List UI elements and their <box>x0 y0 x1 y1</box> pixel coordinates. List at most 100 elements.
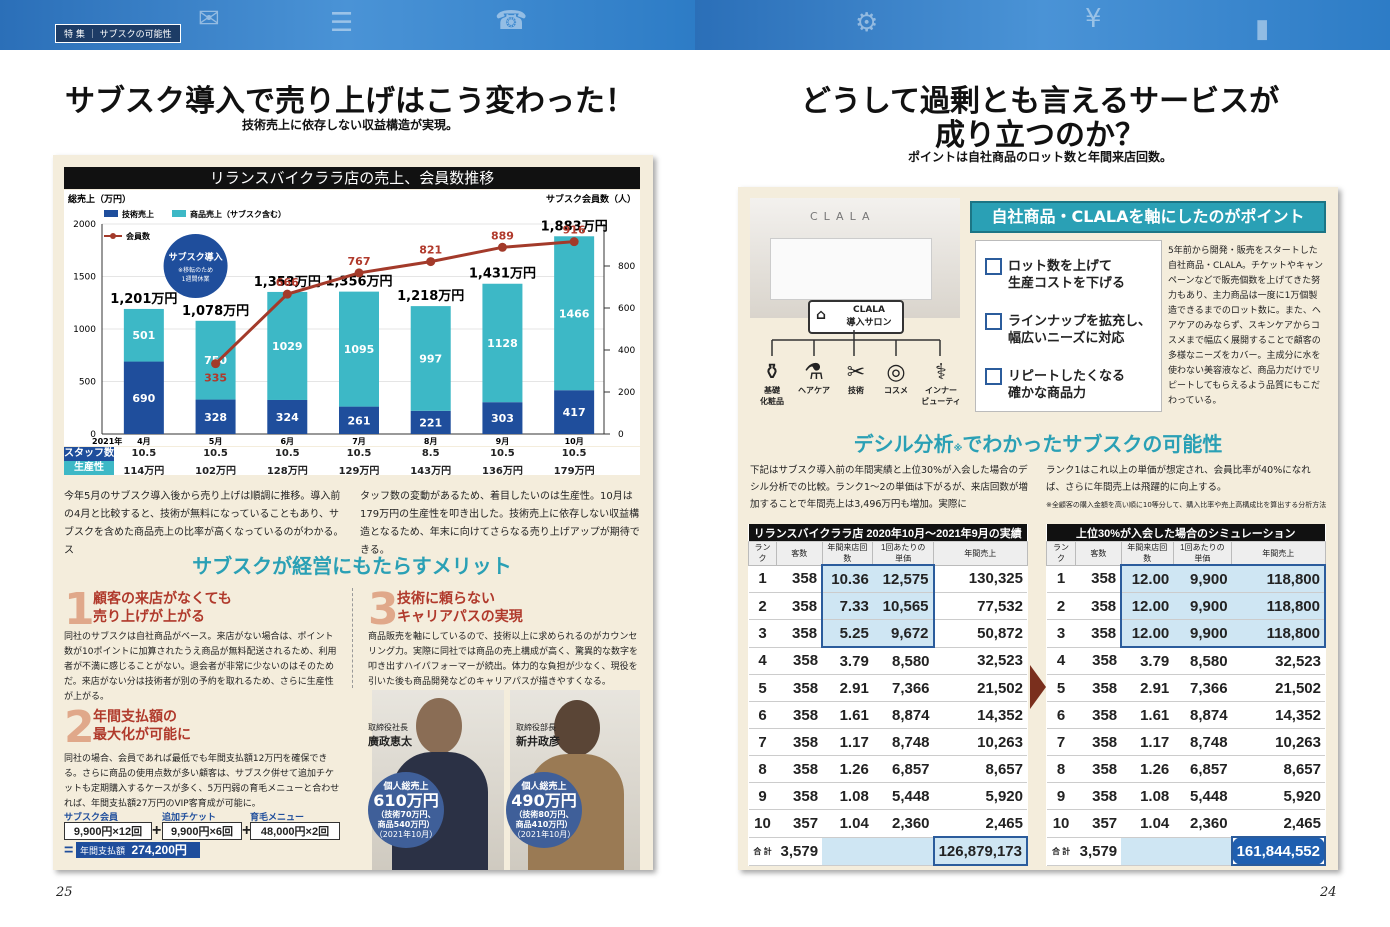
table-cell: 12.00 <box>1120 564 1174 593</box>
y-tick-label: 2000 <box>73 220 96 230</box>
merit-3-heading-line2: キャリアパスの実現 <box>397 609 523 625</box>
bubble-line-1: サブスク導入 <box>169 251 223 263</box>
table-cell: 14,352 <box>1231 701 1325 729</box>
table-cell: 357 <box>1075 809 1122 838</box>
y2-tick-label: 800 <box>618 262 635 272</box>
bar-tech <box>123 361 164 434</box>
y-tick-label: 0 <box>90 430 96 440</box>
table-cell: 358 <box>776 592 823 620</box>
bar-tech-value: 221 <box>419 416 442 429</box>
table-cell: 32,523 <box>1231 647 1325 675</box>
merit-2-text: 同社の場合、会員であれば最低でも年間支払額12万円を確保できる。さらに商品の使用… <box>64 754 340 809</box>
pay-value-2: 9,900円×6回 <box>162 822 242 840</box>
checkbox-icon <box>985 368 1002 385</box>
product-skincare: ⚱ 基礎 化粧品 <box>752 360 792 407</box>
decile-text-1: 下記はサブスク導入前の年間実績と上位30%が入会した場合のデシル分析での比較。ラ… <box>750 465 1028 510</box>
table-row: 4 358 3.79 8,580 32,523 <box>1046 647 1325 675</box>
right-page-title-2: 成り立つのか？ <box>935 118 1145 153</box>
table-cell: 9 <box>748 782 777 810</box>
gear-icon: ⚙ <box>855 8 879 38</box>
person-2-bubble-detail-2: 商品410万円） <box>515 820 573 829</box>
table-row: 2 358 12.00 9,900 118,800 <box>1046 592 1327 620</box>
table-actual: リランスバイクララ店 2020年10月〜2021年9月の実績 ランク 客数 年間来店回… <box>747 524 1029 866</box>
person-2-bubble-detail-1: （技術80万円、 <box>514 810 574 819</box>
staff-value: 10.5 <box>561 448 587 459</box>
bar-product-value: 1029 <box>272 340 303 353</box>
table-total-row: 合 計 3,579 126,879,173 <box>748 836 1029 866</box>
column-header: 年間売上 <box>1231 541 1326 566</box>
table-cell: 8,748 <box>872 728 934 756</box>
plus-sign: + <box>242 822 252 839</box>
y2-tick-label: 600 <box>618 304 635 314</box>
merit-1-text: 同社のサブスクは自社商品がベース。来店がない場合は、ポイント数が10ポイントに加… <box>64 632 337 702</box>
left-page-title: サブスク導入で売り上げはこう変わった！ <box>65 84 635 119</box>
bar-product-value: 1095 <box>344 343 375 356</box>
merit-1-heading: 顧客の来店がなくても 売り上げが上がる <box>93 590 232 626</box>
table-cell: 8,580 <box>872 647 934 675</box>
table-cell: 358 <box>1075 728 1122 756</box>
bubble-line-3: 1週間休業 <box>182 275 210 283</box>
legend-swatch-product <box>172 210 186 217</box>
clala-side-text: 5年前から開発・販売をスタートした自社商品・CLALA。チケットやキャンペーンな… <box>1168 246 1324 406</box>
table-row: 1 358 10.36 12,575 130,325 <box>748 564 1027 593</box>
members-value-label: 889 <box>491 229 514 242</box>
column-header: 客数 <box>776 541 823 566</box>
bar-chart-icon: ▮ <box>1255 14 1270 44</box>
supplement-icon: ⚕ <box>935 360 947 385</box>
legend-swatch-tech <box>104 210 118 217</box>
table-cell: 3.79 <box>822 647 873 675</box>
decile-title-part2: でわかったサブスクの可能性 <box>962 432 1223 456</box>
staff-value: 10.5 <box>274 448 300 459</box>
person-2-silhouette <box>554 700 600 756</box>
table-cell: 118,800 <box>1231 619 1327 648</box>
table-cell: 32,523 <box>933 647 1027 675</box>
merit-2-heading: 年間支払額の 最大化が可能に <box>93 708 191 744</box>
staff-value: 10.5 <box>490 448 515 459</box>
table-row: 5 358 2.91 7,366 21,502 <box>1046 674 1325 702</box>
total-spacer <box>1121 837 1232 866</box>
table-row: 9 358 1.08 5,448 5,920 <box>748 782 1027 810</box>
table-cell: 5 <box>1046 674 1076 702</box>
members-value-label: 916 <box>563 224 586 237</box>
payment-formula: サブスク会員 追加チケット 育毛メニュー 9,900円×12回 + 9,900円… <box>64 810 354 860</box>
column-header: 1回あたりの単価 <box>872 541 935 566</box>
person-1-bubble-detail-2: 商品540万円） <box>377 820 435 829</box>
column-header: ランク <box>1045 541 1077 566</box>
legend-dot-members <box>110 233 116 239</box>
table-cell: 1.08 <box>1121 782 1174 810</box>
right-page-subtitle: ポイントは自社商品のロット数と年間来店回数。 <box>907 150 1172 164</box>
table-cell: 358 <box>776 674 823 702</box>
person-1-role: 取締役社長 <box>368 723 408 732</box>
table-cell: 10,263 <box>1231 728 1325 756</box>
productivity-value: 102万円 <box>195 466 236 477</box>
bar-tech-value: 690 <box>132 392 155 405</box>
column-header: ランク <box>747 541 778 566</box>
table-row: 7 358 1.17 8,748 10,263 <box>748 728 1027 756</box>
productivity-label: 生産性 <box>64 461 114 475</box>
table-cell: 8,580 <box>1173 647 1232 675</box>
table-cell: 9 <box>1046 782 1076 810</box>
column-header: 年間売上 <box>933 541 1028 566</box>
members-point <box>569 237 579 247</box>
table-cell: 6,857 <box>872 755 934 783</box>
productivity-value: 136万円 <box>481 466 523 477</box>
table-cell: 4 <box>1046 647 1076 675</box>
check-2-line2: 幅広いニーズに対応 <box>1008 331 1125 346</box>
bottle-icon: ⚗ <box>804 360 824 385</box>
person-2-bubble-detail-3: （2021年10月） <box>512 830 576 839</box>
table-row: 8 358 1.26 6,857 8,657 <box>1046 755 1325 783</box>
table-header-row: ランク 客数 年間来店回数 1回あたりの単価 年間売上 <box>1045 541 1326 566</box>
table-cell: 2,465 <box>933 809 1027 838</box>
person-2-bubble-amount: 490万円 <box>511 791 577 810</box>
table-cell: 3.79 <box>1121 647 1174 675</box>
total-label: 合 計 <box>1046 837 1076 866</box>
decile-title-part1: デシル分析 <box>853 432 954 456</box>
arrow-icon <box>1030 665 1046 709</box>
product-tech: ✂ 技術 <box>836 360 876 396</box>
table-title-row: リランスバイクララ店 2020年10月〜2021年9月の実績 <box>748 524 1027 542</box>
bar-product-value: 997 <box>419 352 442 365</box>
table-cell: 358 <box>776 755 823 783</box>
table-cell: 358 <box>776 728 823 756</box>
checkbox-icon <box>985 258 1002 275</box>
column-header: 1回あたりの単価 <box>1172 541 1233 566</box>
